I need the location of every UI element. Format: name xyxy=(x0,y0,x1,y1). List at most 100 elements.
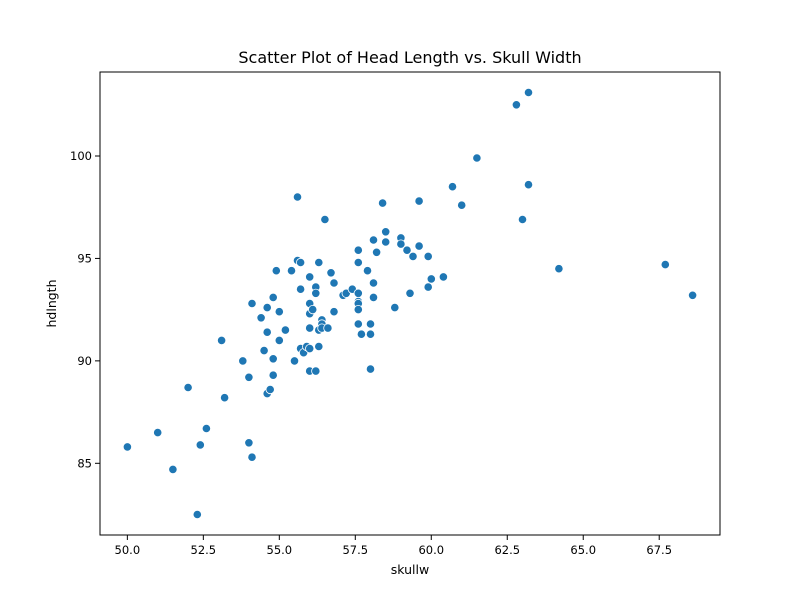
data-point xyxy=(314,341,324,352)
data-points xyxy=(122,87,698,520)
x-tick-label: 52.5 xyxy=(191,543,217,557)
data-point xyxy=(523,180,534,190)
data-point xyxy=(365,364,376,374)
data-point xyxy=(268,370,278,380)
data-point xyxy=(292,192,303,202)
data-point xyxy=(314,257,324,268)
data-point xyxy=(311,366,321,376)
data-point xyxy=(353,304,363,315)
data-point xyxy=(414,241,424,251)
data-point xyxy=(220,393,230,403)
data-point xyxy=(326,268,336,278)
x-tick-label: 60.0 xyxy=(418,543,444,557)
y-axis-ticks: 85 90 95 100 xyxy=(70,149,100,470)
data-point xyxy=(217,335,227,345)
data-point xyxy=(408,251,418,261)
data-point xyxy=(262,327,272,337)
data-point xyxy=(262,302,272,313)
data-point xyxy=(274,307,284,317)
data-point xyxy=(168,464,178,474)
y-axis-label: hdlngth xyxy=(44,279,59,327)
data-point xyxy=(247,452,257,462)
data-point xyxy=(660,259,670,270)
x-tick-label: 65.0 xyxy=(570,543,596,557)
data-point xyxy=(320,214,330,225)
x-tick-label: 57.5 xyxy=(342,543,368,557)
data-point xyxy=(368,235,379,245)
data-point xyxy=(362,266,373,276)
data-point xyxy=(381,227,391,237)
y-tick-label: 100 xyxy=(70,149,92,163)
data-point xyxy=(305,343,315,354)
data-point xyxy=(438,272,448,282)
data-point xyxy=(377,198,388,208)
data-point xyxy=(353,288,363,298)
x-tick-label: 55.0 xyxy=(267,543,293,557)
data-point xyxy=(295,257,306,268)
data-point xyxy=(280,325,290,335)
data-point xyxy=(511,100,522,110)
data-point xyxy=(305,272,315,282)
data-point xyxy=(305,323,315,333)
data-point xyxy=(371,247,382,257)
data-point xyxy=(523,87,534,98)
data-point xyxy=(323,323,333,333)
x-tick-label: 67.5 xyxy=(646,543,672,557)
data-point xyxy=(472,153,482,163)
chart-title: Scatter Plot of Head Length vs. Skull Wi… xyxy=(238,48,581,67)
data-point xyxy=(274,335,284,345)
data-point xyxy=(402,245,412,255)
data-point xyxy=(238,356,248,366)
data-point xyxy=(259,345,269,356)
data-point xyxy=(368,278,379,288)
data-point xyxy=(365,319,376,329)
data-point xyxy=(268,354,278,364)
data-point xyxy=(271,266,281,276)
data-point xyxy=(423,282,433,292)
data-point xyxy=(396,239,406,249)
data-point xyxy=(192,509,202,520)
x-axis-label: skullw xyxy=(391,562,429,577)
x-tick-label: 62.5 xyxy=(494,543,520,557)
data-point xyxy=(268,292,278,302)
y-tick-label: 95 xyxy=(77,251,92,265)
data-point xyxy=(244,372,254,382)
data-point xyxy=(353,257,363,268)
data-point xyxy=(390,302,400,313)
data-point xyxy=(153,427,163,438)
data-point xyxy=(423,251,433,261)
data-point xyxy=(195,440,205,450)
data-point xyxy=(414,196,424,206)
y-tick-label: 85 xyxy=(77,456,92,470)
data-point xyxy=(356,329,366,339)
data-point xyxy=(517,214,528,225)
data-point xyxy=(353,319,363,329)
x-axis-ticks: 50.0 52.5 55.0 57.5 60.0 62.5 65.0 67.5 xyxy=(115,535,672,557)
data-point xyxy=(457,200,467,210)
data-point xyxy=(201,423,211,434)
data-point xyxy=(295,284,306,294)
data-point xyxy=(365,329,376,339)
data-point xyxy=(183,382,193,393)
data-point xyxy=(308,304,318,315)
plot-frame xyxy=(99,71,721,536)
data-point xyxy=(426,274,436,284)
data-point xyxy=(687,290,698,300)
y-tick-label: 90 xyxy=(77,354,92,368)
data-point xyxy=(311,288,321,298)
data-point xyxy=(329,278,339,288)
data-point xyxy=(286,266,297,276)
data-point xyxy=(353,245,363,255)
data-point xyxy=(244,438,254,448)
data-point xyxy=(256,313,266,323)
data-point xyxy=(289,356,300,366)
data-point xyxy=(265,384,275,395)
data-point xyxy=(381,237,391,247)
data-point xyxy=(405,288,415,298)
data-point xyxy=(368,292,379,302)
data-point xyxy=(122,442,133,452)
data-point xyxy=(554,264,564,274)
data-point xyxy=(329,307,339,317)
x-tick-label: 50.0 xyxy=(115,543,141,557)
